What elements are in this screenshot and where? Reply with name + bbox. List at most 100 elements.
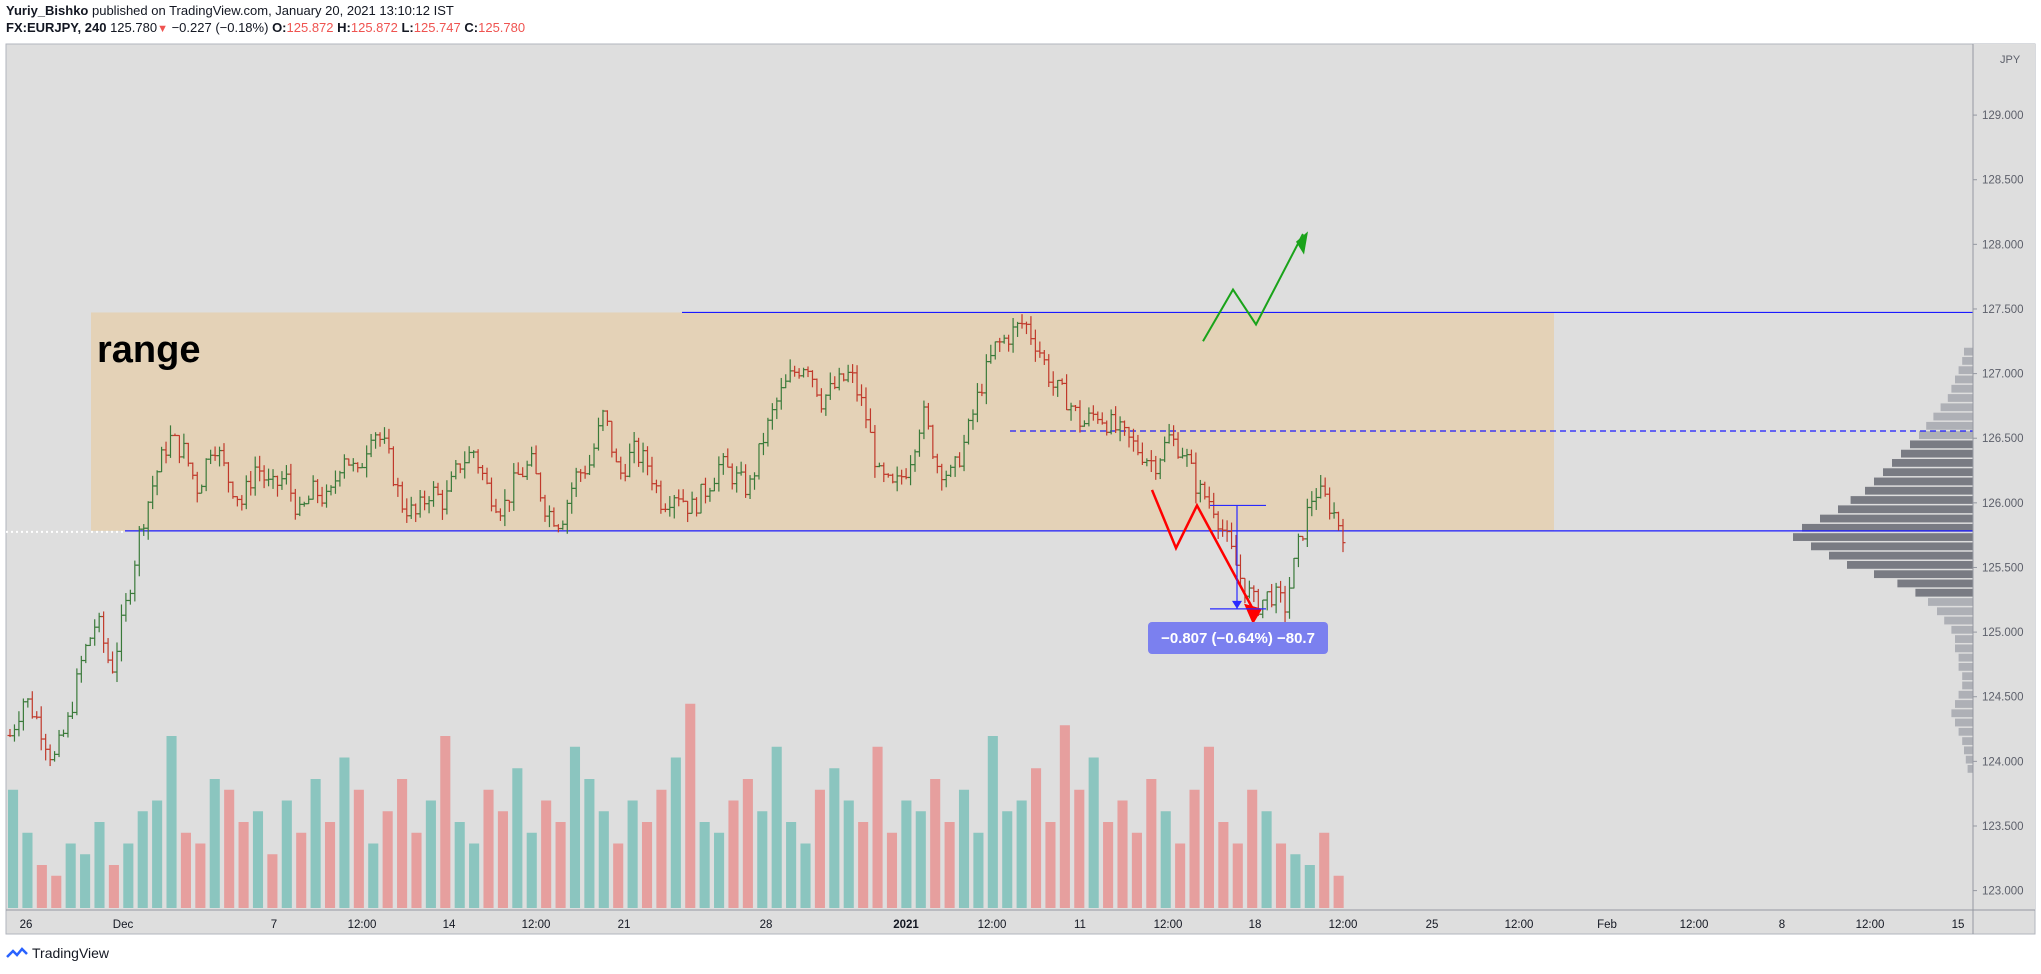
footer-brand-label: TradingView [32,945,110,961]
volume-profile-row [1951,384,1973,393]
volume-profile-row [1820,514,1973,523]
symbol-label[interactable]: FX:EURJPY, 240 [6,20,107,35]
volume-bar [699,822,710,908]
volume-bar [166,736,177,908]
volume-bar [872,746,883,908]
time-tick-label: 12:00 [1329,919,1358,931]
price-tick-label: 125.500 [1982,562,2024,574]
down-triangle-icon: ▼ [157,23,168,35]
volume-bar [1189,789,1200,908]
volume-bar [8,789,19,908]
time-tick-label: 21 [618,919,631,931]
publish-info: Yuriy_Bishko published on TradingView.co… [6,3,454,19]
volume-bar [1059,725,1070,908]
volume-profile-row [1811,542,1973,551]
volume-profile-row [1955,375,1973,384]
price-tick-label: 128.000 [1982,239,2024,251]
price-range-measure[interactable] [1210,504,1266,610]
volume-bar [123,843,134,908]
ohlc-legend: FX:EURJPY, 240 125.780▼ −0.227 (−0.18%) … [6,20,525,37]
volume-bar [901,800,912,908]
volume-bar [714,832,725,908]
volume-bar [786,822,797,908]
projection-arrows[interactable] [1150,231,1308,625]
price-tick-label: 126.000 [1982,498,2024,510]
volume-bar [1261,811,1272,908]
volume-bar [843,800,854,908]
volume-profile-row [1915,588,1973,597]
volume-bar [641,822,653,908]
volume-bar [497,811,508,908]
volume-bar [180,832,191,908]
volume-bar [469,843,480,908]
volume-bars [8,703,1344,908]
volume-bar [209,779,220,908]
volume-bar [1016,800,1027,908]
volume-profile-row [1964,347,1973,356]
range-zone[interactable] [91,312,1554,531]
volume-bar [656,789,667,908]
volume-profile-row [1829,551,1973,560]
time-tick-label: 12:00 [978,919,1007,931]
volume-profile-row [1926,421,1973,430]
price-tick-label: 123.000 [1982,886,2024,898]
volume-bar [757,811,768,908]
volume-bar [1160,811,1171,908]
volume-bar [65,843,76,908]
price-tick-label: 129.000 [1982,110,2024,122]
volume-profile-row [1933,412,1973,421]
volume-bar [1333,875,1344,908]
volume-profile-row [1919,431,1973,439]
volume-bar [742,779,753,908]
price-tick-label: 126.500 [1982,433,2024,445]
volume-bar [1031,768,1042,908]
footer-brand[interactable]: TradingView [6,945,109,961]
currency-label: JPY [2000,54,2021,66]
volume-bar [1175,843,1186,908]
volume-bar [94,822,105,908]
volume-profile-row [1883,468,1973,477]
volume-profile-row [1958,653,1973,662]
volume-profile-row [1838,505,1973,514]
low-label: L: [401,20,414,35]
volume-profile-row [1850,496,1973,504]
price-axis[interactable]: JPY 129.000 128.500 128.000 127.500 127.000 1… [1972,44,2035,934]
volume-bar [108,865,119,908]
volume-bar [36,865,47,908]
volume-bar [569,746,581,908]
volume-bar [382,811,393,908]
price-tick-label: 127.500 [1982,304,2024,316]
red-projection-path [1150,489,1259,618]
volume-bar [858,822,869,908]
high-value: 125.872 [350,20,398,35]
volume-profile-row [1962,672,1973,681]
volume-bar [353,789,364,908]
volume-profile-row [1951,709,1973,718]
volume-bar [339,757,350,908]
volume-profile-row [1965,755,1973,764]
volume-profile-row [1962,357,1973,365]
time-tick-label: 25 [1426,919,1439,931]
volume-profile-row [1937,607,1973,616]
volume-bar [1045,822,1056,908]
volume-bar [987,736,998,908]
time-axis[interactable]: 26 Dec 7 12:00 14 12:00 21 28 2021 12:00 11 12:00 18… [6,909,2035,931]
volume-profile-row [1962,681,1973,690]
time-tick-label: 12:00 [1856,919,1885,931]
open-label: O: [272,20,287,35]
volume-bar [800,843,811,908]
time-tick-label: 26 [20,919,33,931]
volume-bar [1103,822,1114,908]
green-arrowhead-icon [1296,231,1308,255]
volume-bar [944,822,955,908]
author-name[interactable]: Yuriy_Bishko [6,3,89,18]
last-price: 125.780 [110,20,158,35]
volume-bar [1074,789,1085,908]
volume-bar [80,854,91,908]
volume-profile-row [1964,746,1973,755]
volume-bar [829,768,840,908]
volume-profile-row [1892,459,1973,467]
volume-bar [670,757,681,908]
volume-bar [324,822,336,908]
